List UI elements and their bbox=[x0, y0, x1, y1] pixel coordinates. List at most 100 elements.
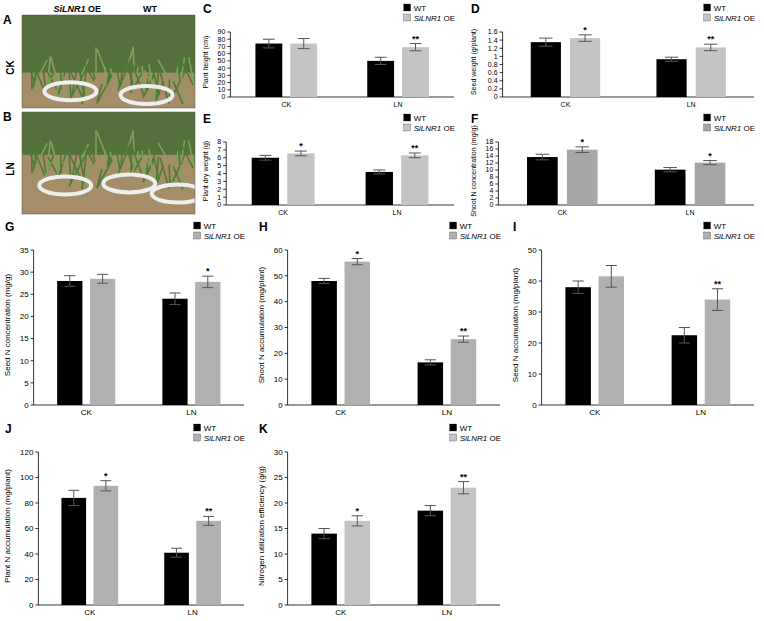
legend-swatch bbox=[704, 14, 711, 21]
y-tick bbox=[227, 82, 230, 83]
chart-panel: CWTSiLNR1 OEPlant height (cm)01020304050… bbox=[202, 2, 455, 108]
bar bbox=[290, 44, 317, 97]
y-tick-label: 4 bbox=[489, 187, 493, 194]
error-bar bbox=[352, 259, 363, 265]
x-tick-label: CK bbox=[557, 209, 567, 216]
significance: ** bbox=[460, 472, 468, 482]
y-tick bbox=[285, 605, 288, 606]
legend-label: SiLNR1 OE bbox=[460, 232, 501, 241]
y-tick bbox=[227, 68, 230, 69]
panel-letter: A bbox=[3, 13, 12, 27]
error-bar bbox=[203, 516, 214, 525]
leaf bbox=[68, 62, 71, 98]
y-tick bbox=[539, 312, 542, 313]
error-cap bbox=[319, 528, 330, 529]
error-cap bbox=[202, 287, 213, 288]
x-tick-label: LN bbox=[187, 608, 197, 617]
error-cap bbox=[665, 61, 678, 62]
chart-panel: EWTSiLNR1 OEPlant dry weight (g)01234567… bbox=[202, 112, 455, 216]
bar bbox=[695, 163, 726, 205]
significance: * bbox=[583, 25, 587, 35]
legend-label: WT bbox=[204, 424, 217, 433]
legend-label: WT bbox=[414, 114, 427, 123]
error-cap bbox=[409, 157, 421, 158]
significance: * bbox=[104, 471, 108, 481]
y-tick bbox=[495, 198, 498, 199]
y-axis-line bbox=[230, 32, 231, 97]
marks bbox=[311, 482, 476, 605]
pot bbox=[152, 185, 195, 203]
leaf bbox=[118, 145, 130, 175]
x-tick-label: CK bbox=[281, 101, 291, 108]
leaf bbox=[95, 47, 97, 77]
text-part: OE bbox=[487, 434, 501, 443]
marks bbox=[57, 274, 220, 405]
y-tick bbox=[285, 452, 288, 453]
error-stem bbox=[463, 336, 464, 342]
y-tick-label: 0 bbox=[532, 401, 537, 410]
soil bbox=[22, 15, 195, 108]
bar bbox=[195, 282, 220, 405]
leaf bbox=[131, 60, 144, 96]
error-bar bbox=[663, 168, 676, 172]
error-stem bbox=[582, 147, 583, 153]
y-tick-label: 20 bbox=[274, 349, 283, 358]
leaf bbox=[78, 53, 81, 78]
error-stem bbox=[208, 516, 209, 525]
y-tick bbox=[31, 360, 34, 361]
error-cap bbox=[298, 38, 310, 39]
text-part: OE bbox=[441, 14, 455, 23]
leaf bbox=[107, 137, 113, 167]
error-stem bbox=[357, 516, 358, 526]
leaf bbox=[78, 136, 81, 161]
legend-swatch bbox=[194, 424, 201, 431]
photo-panel: ACKSiLNR1 OEWT bbox=[3, 4, 204, 108]
error-cap bbox=[169, 304, 180, 305]
chart-panel: KWTSiLNR1 OENitrogen utilization efficie… bbox=[257, 422, 501, 617]
y-tick bbox=[35, 452, 38, 453]
y-tick-label: 14 bbox=[486, 152, 494, 159]
leaf bbox=[97, 169, 102, 188]
error-stem bbox=[611, 266, 612, 288]
y-tick-label: 16 bbox=[486, 145, 494, 152]
bar bbox=[451, 339, 476, 405]
chart-panel: IWTSiLNR1 OESeed N accumulation (mg/plan… bbox=[511, 220, 755, 417]
legend-label: SiLNR1 OE bbox=[460, 434, 501, 443]
y-axis-title: Plant dry weight (g) bbox=[202, 141, 210, 201]
y-axis-title: Plant height (cm) bbox=[202, 36, 210, 89]
error-cap bbox=[539, 38, 552, 39]
leaf bbox=[104, 150, 107, 169]
y-tick bbox=[495, 205, 498, 206]
panel-letter: G bbox=[5, 220, 14, 234]
x-tick-label: LN bbox=[393, 209, 402, 216]
error-bar bbox=[352, 516, 363, 526]
marks bbox=[565, 266, 730, 406]
error-stem bbox=[717, 289, 718, 311]
y-tick-label: 20 bbox=[274, 499, 283, 508]
bar bbox=[401, 155, 428, 205]
significance: ** bbox=[205, 506, 213, 516]
significance: * bbox=[356, 506, 360, 516]
legend-label: WT bbox=[460, 222, 473, 231]
y-tick bbox=[285, 301, 288, 302]
y-tick bbox=[223, 173, 226, 174]
error-stem bbox=[545, 38, 546, 46]
bar bbox=[705, 300, 730, 405]
y-tick-label: 0 bbox=[24, 401, 29, 410]
chart-panel: HWTSiLNR1 OEShoot N accumulation (mg/pla… bbox=[257, 220, 501, 417]
y-axis-title: Plant N accumulation (mg/plant) bbox=[3, 469, 12, 583]
error-cap bbox=[679, 327, 690, 328]
y-tick-label: 30 bbox=[528, 308, 537, 317]
legend-swatch bbox=[404, 14, 411, 21]
error-cap bbox=[536, 159, 549, 160]
y-tick bbox=[495, 177, 498, 178]
y-tick-label: 5 bbox=[217, 162, 221, 169]
y-tick-label: 40 bbox=[24, 550, 33, 559]
error-cap bbox=[539, 46, 552, 47]
y-tick-label: 60 bbox=[274, 246, 283, 255]
y-axis-line bbox=[33, 250, 34, 405]
error-bar bbox=[575, 147, 588, 153]
y-tick-label: 40 bbox=[274, 297, 283, 306]
row-label: CK bbox=[5, 60, 16, 75]
bar bbox=[531, 42, 561, 97]
